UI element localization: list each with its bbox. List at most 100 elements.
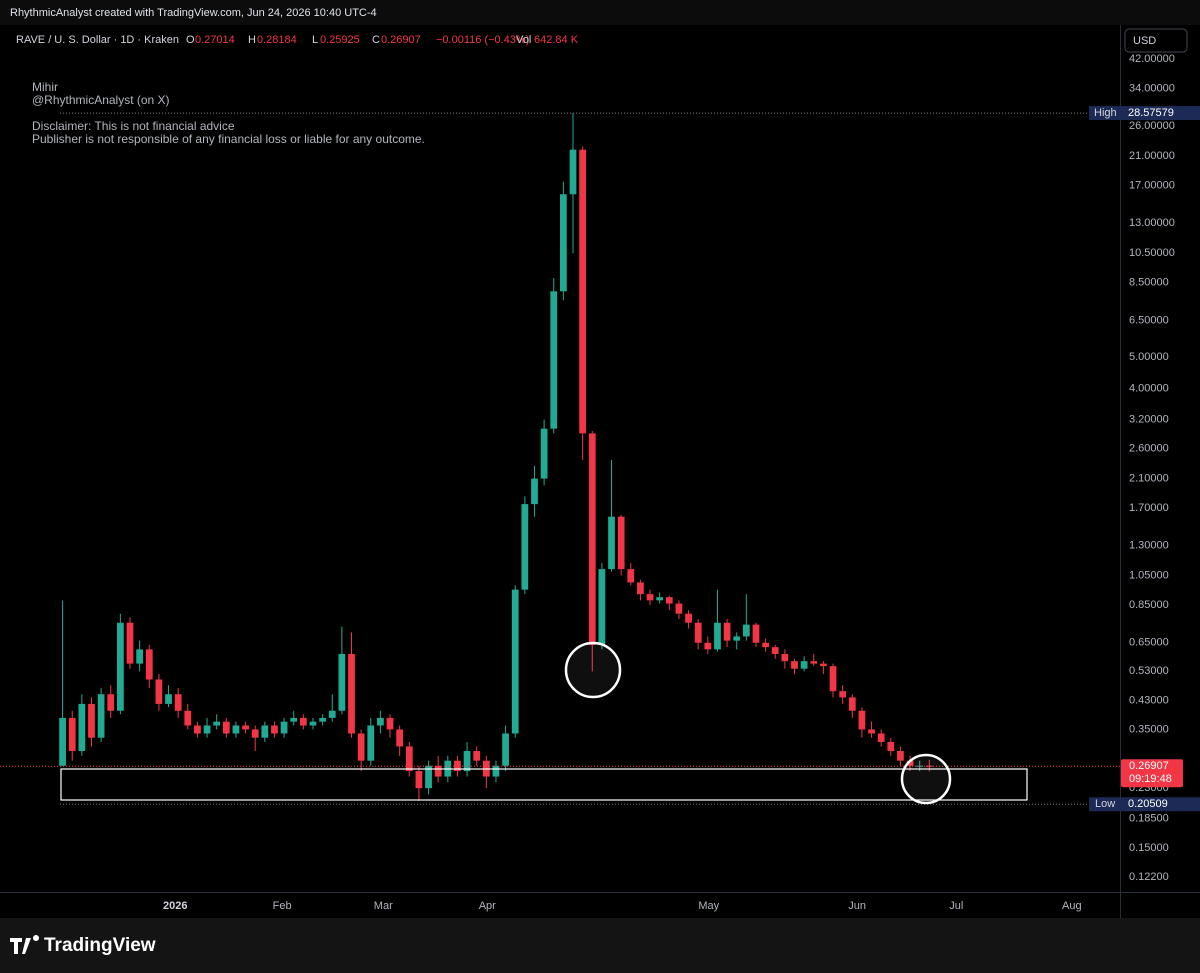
high-value: 28.57579 <box>1128 107 1174 119</box>
candle-body <box>261 725 269 738</box>
candle-body <box>637 582 644 595</box>
candle-body <box>742 624 750 637</box>
y-tick-label: 4.00000 <box>1129 382 1169 394</box>
candle-body <box>338 653 346 711</box>
brand-name: TradingView <box>44 935 156 956</box>
footer-bar <box>0 918 1200 973</box>
candle-body <box>405 746 413 772</box>
candle-body <box>906 760 914 766</box>
y-tick-label: 0.53000 <box>1129 665 1169 677</box>
candle-body <box>184 710 192 726</box>
ohlc-label: C <box>372 34 380 46</box>
y-tick-label: 13.00000 <box>1129 217 1175 229</box>
candle-body <box>155 679 163 704</box>
x-tick-label: Apr <box>479 900 496 912</box>
candle-body <box>357 733 365 761</box>
candle-body <box>280 721 288 734</box>
brand: TradingView <box>10 935 156 956</box>
low-value: 0.20509 <box>1128 798 1168 810</box>
candle-body <box>608 516 615 570</box>
candle-body <box>588 433 596 645</box>
countdown: 09:19:48 <box>1129 773 1172 785</box>
y-tick-label: 1.05000 <box>1129 570 1169 582</box>
candle-body <box>569 149 577 195</box>
candle-body <box>540 428 548 479</box>
y-tick-label: 0.65000 <box>1129 637 1169 649</box>
y-tick-label: 2.60000 <box>1129 443 1169 455</box>
support-zone <box>60 768 1028 801</box>
candle-body <box>531 478 538 505</box>
candle-body <box>617 516 625 570</box>
candle-body <box>916 765 924 767</box>
candle-body <box>165 694 172 704</box>
candle-body <box>194 725 201 734</box>
y-tick-label: 10.50000 <box>1129 247 1175 259</box>
y-tick-label: 0.35000 <box>1129 723 1169 735</box>
candle-body <box>309 721 317 726</box>
chart-panel <box>0 25 1200 918</box>
y-tick-label: 26.00000 <box>1129 120 1175 132</box>
low-tag <box>1089 797 1121 812</box>
ohlc-value: 0.27014 <box>195 34 235 46</box>
candle-body <box>752 624 760 643</box>
low-value-tag <box>1121 797 1200 812</box>
x-tick-label: Aug <box>1062 900 1082 912</box>
candle-body <box>213 721 221 726</box>
candle-body <box>791 661 798 669</box>
brand-logo <box>10 935 39 954</box>
y-tick-label: 6.50000 <box>1129 314 1169 326</box>
last-price: 0.26907 <box>1129 760 1169 772</box>
change: −0.00116 (−0.43%) <box>436 34 529 46</box>
candle-body <box>232 725 240 734</box>
candle-body <box>685 613 692 623</box>
candle-body <box>675 603 683 614</box>
candle-body <box>656 597 664 601</box>
x-tick-label: 2026 <box>163 900 187 912</box>
y-tick-label: 0.43000 <box>1129 695 1169 707</box>
y-tick-label: 34.00000 <box>1129 83 1175 95</box>
candle-body <box>425 765 432 789</box>
y-tick-label: 5.00000 <box>1129 351 1169 363</box>
candle-body <box>107 694 115 711</box>
legend: RAVE / U. S. Dollar · 1D · Kraken O 0.27… <box>16 34 579 146</box>
axes: 42.00000 34.00000 26.00000 21.00000 17.00000… <box>163 53 1175 912</box>
candle-body <box>897 751 904 761</box>
candle-body <box>174 694 182 711</box>
note: Disclaimer: This is not financial advice <box>32 119 235 133</box>
ohlc-label: L <box>312 34 318 46</box>
currency-button[interactable] <box>1124 28 1188 53</box>
candle-body <box>396 729 404 747</box>
candle-body <box>521 504 529 590</box>
high-tag <box>1089 106 1121 121</box>
y-tick-label: 17.00000 <box>1129 180 1175 192</box>
candle-body <box>646 594 654 601</box>
candle-body <box>145 649 153 680</box>
candle-body <box>925 765 933 767</box>
ohlc-value: 0.25925 <box>320 34 360 46</box>
candle-body <box>829 666 837 692</box>
x-tick-label: Jul <box>949 900 963 912</box>
candle-body <box>463 751 471 772</box>
candle-body <box>714 622 721 650</box>
y-tick-label: 8.50000 <box>1129 277 1169 289</box>
note: @RhythmicAnalyst (on X) <box>32 93 170 107</box>
candle-body <box>800 661 808 669</box>
y-tick-label: 1.30000 <box>1129 540 1169 552</box>
candle-body <box>887 741 895 752</box>
candle-body <box>319 717 326 722</box>
candle-body <box>704 642 712 650</box>
candle-body <box>251 729 259 738</box>
candle-body <box>781 653 789 662</box>
candle-body <box>868 729 875 734</box>
volume-value: 642.84 K <box>534 34 579 46</box>
candle-body <box>723 622 731 641</box>
low-label: Low <box>1095 798 1115 810</box>
currency[interactable]: USD <box>1133 35 1156 47</box>
ohlc-label: O <box>186 34 195 46</box>
y-tick-label: 1.70000 <box>1129 502 1169 514</box>
y-tick-label: 42.00000 <box>1129 53 1175 65</box>
candle-body <box>367 725 375 761</box>
x-tick-label: Feb <box>273 900 292 912</box>
